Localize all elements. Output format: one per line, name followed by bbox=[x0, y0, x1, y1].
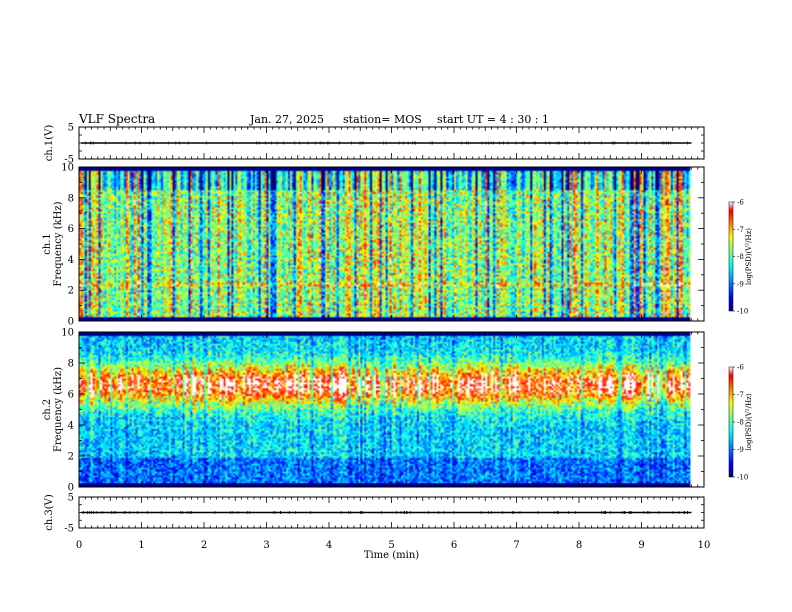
y-axis-title: ch.1(V) bbox=[44, 125, 55, 162]
panel-1: 5 -5 ch.1(V) bbox=[44, 123, 705, 166]
colorbar bbox=[728, 366, 734, 478]
colorbar-tick-label: -9 bbox=[737, 280, 744, 288]
panel-3: 0 2 4 6 8 10 ch.2 Frequency (kHz) -6 -7 -8 -9 -10 log… bbox=[42, 328, 753, 494]
x-tick-label: 7 bbox=[513, 540, 519, 551]
y-axis-title: Frequency (kHz) bbox=[53, 201, 64, 286]
y-tick-label: -5 bbox=[64, 155, 74, 166]
colorbar-tick-label: -8 bbox=[737, 419, 744, 427]
spectrogram-images bbox=[79, 167, 704, 487]
y-axis-title-channel: ch.2 bbox=[42, 399, 53, 421]
x-tick-label: 1 bbox=[138, 540, 144, 551]
x-tick-label: 3 bbox=[263, 540, 269, 551]
x-tick-label: 8 bbox=[576, 540, 582, 551]
y-tick-label: 4 bbox=[68, 255, 74, 266]
x-tick-label: 5 bbox=[388, 540, 394, 551]
chart-title: VLF Spectra bbox=[79, 112, 156, 126]
colorbar-tick-label: -6 bbox=[737, 364, 744, 372]
y-tick-label: 5 bbox=[68, 123, 74, 134]
x-tick-label: 4 bbox=[326, 540, 332, 551]
y-tick-label: 10 bbox=[61, 163, 74, 174]
x-tick-label: 9 bbox=[638, 540, 644, 551]
x-tick-label: 6 bbox=[451, 540, 457, 551]
colorbar-tick-label: -6 bbox=[737, 199, 744, 207]
colorbar-label: log(PSD)(V²/Hz) bbox=[745, 393, 753, 450]
y-tick-label: 10 bbox=[61, 328, 74, 339]
y-tick-label: 6 bbox=[68, 224, 74, 235]
colorbar-tick-label: -8 bbox=[737, 253, 744, 261]
panel-4: 5 -5 ch.3(V) 0 1 2 3 4 5 6 7 8 9 10 Time (min) bbox=[44, 493, 710, 562]
station-label: station= MOS bbox=[343, 113, 422, 126]
y-tick-label: 8 bbox=[68, 359, 74, 370]
spectrogram-image bbox=[79, 167, 704, 321]
colorbar-label: log(PSD)(V²/Hz) bbox=[745, 228, 753, 285]
colorbar-tick-label: -10 bbox=[737, 308, 748, 316]
spectrogram-image bbox=[79, 332, 704, 487]
y-tick-label: 0 bbox=[68, 317, 74, 328]
x-tick-label: 10 bbox=[698, 540, 711, 551]
colorbar-tick-label: -10 bbox=[737, 474, 748, 482]
panel-2: 0 2 4 6 8 10 ch.1 Frequency (kHz) -6 -7 -8 -9 -10 log… bbox=[42, 163, 753, 328]
colorbar-tick-label: -7 bbox=[737, 391, 744, 399]
start-ut-label: start UT = 4 : 30 : 1 bbox=[437, 113, 550, 126]
y-axis-title: Frequency (kHz) bbox=[53, 367, 64, 452]
y-tick-label: 2 bbox=[68, 452, 74, 463]
y-tick-label: 6 bbox=[68, 390, 74, 401]
colorbar bbox=[728, 201, 734, 312]
colorbar-tick-label: -9 bbox=[737, 446, 744, 454]
y-tick-label: 5 bbox=[68, 493, 74, 504]
y-tick-label: 0 bbox=[68, 483, 74, 494]
colorbar-tick-label: -7 bbox=[737, 226, 744, 234]
date-label: Jan. 27, 2025 bbox=[250, 113, 325, 126]
y-axis-title: ch.3(V) bbox=[44, 494, 55, 531]
x-axis-title: Time (min) bbox=[364, 550, 419, 561]
y-tick-label: 4 bbox=[68, 421, 74, 432]
y-axis-title-channel: ch.1 bbox=[42, 233, 53, 255]
y-tick-label: 8 bbox=[68, 193, 74, 204]
y-tick-label: 2 bbox=[68, 286, 74, 297]
x-tick-label: 0 bbox=[76, 540, 82, 551]
x-tick-label: 2 bbox=[201, 540, 207, 551]
y-tick-label: -5 bbox=[64, 524, 74, 535]
